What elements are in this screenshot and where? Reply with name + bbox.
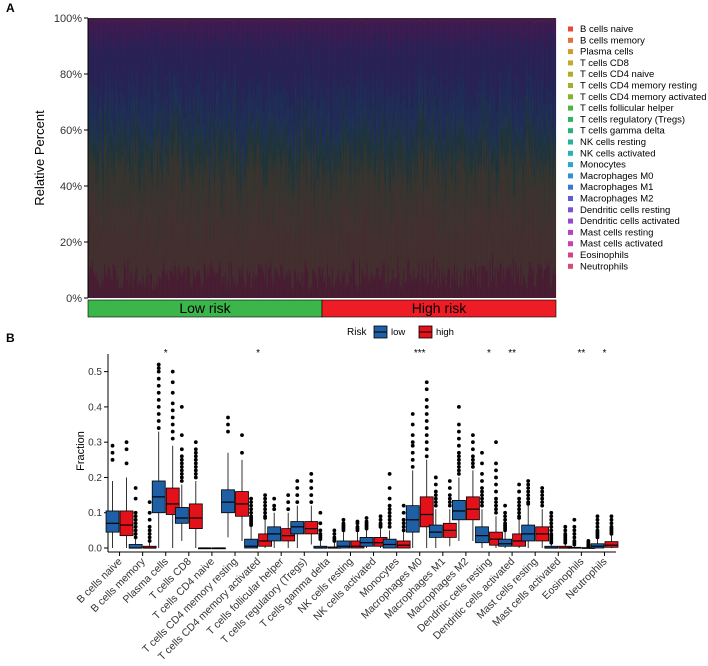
panel-a-label: A	[6, 1, 15, 15]
